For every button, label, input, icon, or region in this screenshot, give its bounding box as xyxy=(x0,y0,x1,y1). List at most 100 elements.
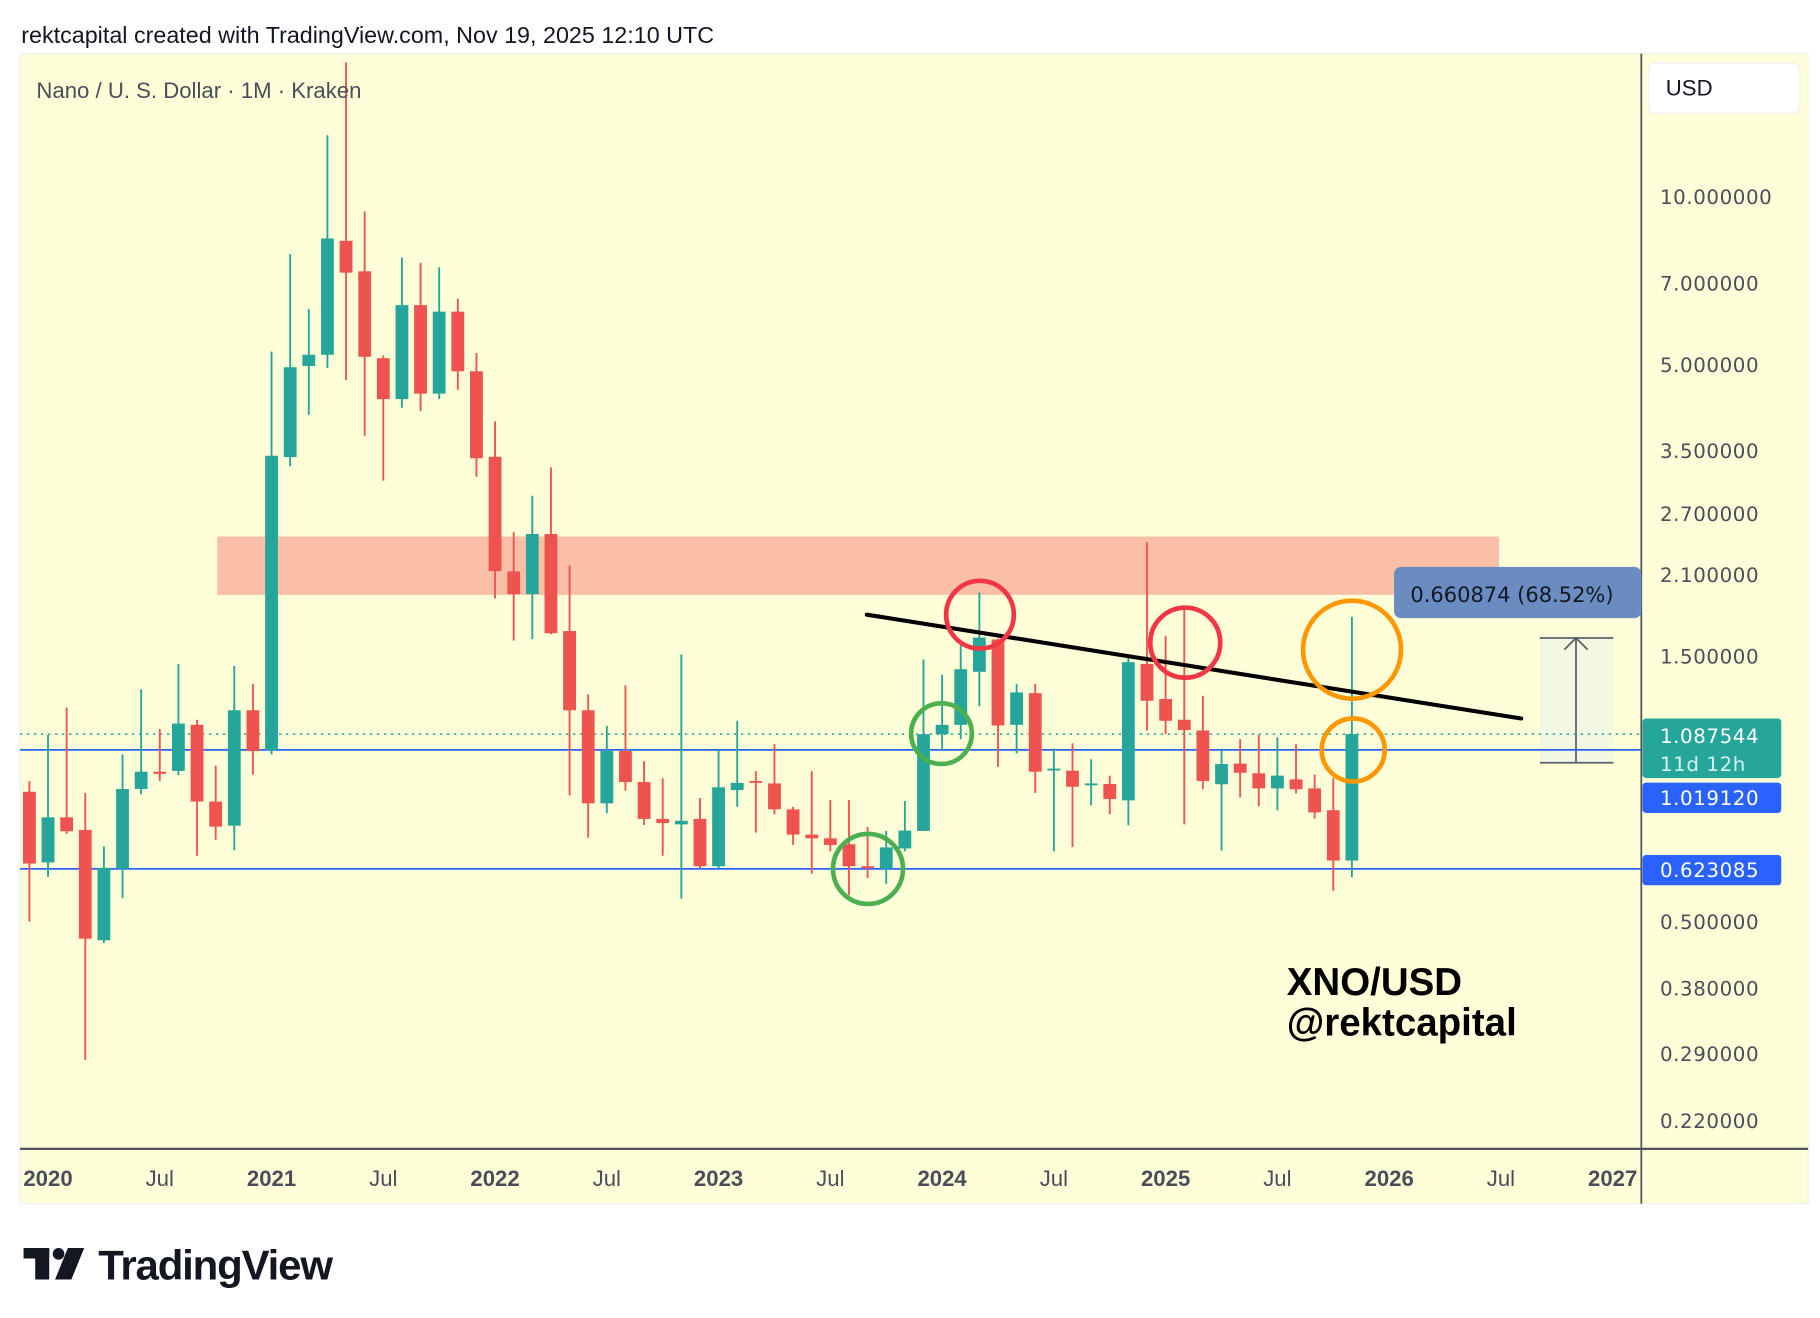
candle[interactable] xyxy=(302,309,316,415)
candle[interactable] xyxy=(432,267,446,400)
candle-body xyxy=(97,867,111,941)
candle[interactable] xyxy=(674,654,688,899)
candle[interactable] xyxy=(78,792,92,1060)
orange-circle-wick[interactable] xyxy=(1300,598,1404,701)
candle[interactable] xyxy=(60,707,74,834)
candle[interactable] xyxy=(209,765,223,840)
candle-body xyxy=(1177,719,1191,731)
candle[interactable] xyxy=(619,685,632,791)
candle-body xyxy=(991,639,1005,726)
tradingview-logo[interactable]: TradingView xyxy=(23,1242,335,1289)
candle-body xyxy=(376,358,390,400)
candle-body xyxy=(283,367,297,458)
orange-circle-close[interactable] xyxy=(1319,716,1388,784)
candle[interactable] xyxy=(1084,759,1098,806)
candle[interactable] xyxy=(563,565,576,796)
candle-body xyxy=(302,354,316,366)
candle[interactable] xyxy=(768,744,781,815)
candle[interactable] xyxy=(470,353,483,477)
candle[interactable] xyxy=(1047,748,1061,852)
candle[interactable] xyxy=(712,749,726,869)
candle[interactable] xyxy=(1308,774,1322,819)
candle[interactable] xyxy=(786,806,800,845)
candle[interactable] xyxy=(1233,739,1247,798)
candle[interactable] xyxy=(1103,775,1117,815)
candle[interactable] xyxy=(693,798,707,869)
candle[interactable] xyxy=(488,421,502,599)
candle-body xyxy=(898,830,912,849)
candle[interactable] xyxy=(991,638,1005,767)
candle[interactable] xyxy=(171,663,185,776)
candle[interactable] xyxy=(339,62,353,380)
candle-body xyxy=(581,710,595,804)
candle[interactable] xyxy=(1066,743,1079,848)
candle-body xyxy=(358,271,372,357)
candle[interactable] xyxy=(1326,778,1340,891)
candle[interactable] xyxy=(1252,734,1266,807)
candle[interactable] xyxy=(898,800,912,852)
candle[interactable] xyxy=(581,694,595,838)
candle[interactable] xyxy=(842,800,856,896)
candle[interactable] xyxy=(805,771,819,874)
candle[interactable] xyxy=(1215,748,1228,851)
candle[interactable] xyxy=(1028,683,1042,793)
candle[interactable] xyxy=(1010,683,1024,754)
candle[interactable] xyxy=(1270,737,1284,811)
red-circle-rejection-2[interactable] xyxy=(1147,605,1223,680)
candle[interactable] xyxy=(823,800,837,852)
candle[interactable] xyxy=(656,778,670,856)
candle[interactable] xyxy=(600,725,614,814)
candle[interactable] xyxy=(1196,695,1210,790)
candle-body xyxy=(488,456,502,572)
candle[interactable] xyxy=(749,771,763,833)
candle[interactable] xyxy=(507,532,521,641)
currency-button-label[interactable]: USD xyxy=(1666,76,1713,101)
candle[interactable] xyxy=(190,719,204,856)
currency-button-bg[interactable] xyxy=(1647,62,1801,114)
candle[interactable] xyxy=(265,351,278,755)
price-tick-label: 2.100000 xyxy=(1660,564,1759,587)
candle[interactable] xyxy=(1159,635,1173,734)
chart-pane[interactable] xyxy=(19,53,1809,1205)
candle[interactable] xyxy=(1140,542,1154,731)
resistance-zone[interactable] xyxy=(217,536,1500,595)
candle[interactable] xyxy=(525,495,539,640)
candle[interactable] xyxy=(227,665,241,851)
candle[interactable] xyxy=(451,298,465,390)
price-range-measure[interactable] xyxy=(1539,636,1614,764)
candle[interactable] xyxy=(637,761,651,826)
candle-body xyxy=(1345,734,1359,861)
candle[interactable] xyxy=(1289,744,1303,794)
candle[interactable] xyxy=(41,734,55,877)
candle[interactable] xyxy=(22,780,36,922)
candle[interactable] xyxy=(116,754,129,899)
green-circle-support-2[interactable] xyxy=(830,831,906,907)
time-tick-label: Jul xyxy=(816,1166,844,1191)
descending-trendline[interactable] xyxy=(864,612,1524,721)
candle[interactable] xyxy=(376,355,390,481)
candle[interactable] xyxy=(1177,606,1191,825)
candle-body xyxy=(1289,779,1303,790)
candle[interactable] xyxy=(395,257,409,408)
candle[interactable] xyxy=(935,674,949,751)
candle[interactable] xyxy=(544,467,558,635)
candle-body xyxy=(1010,692,1024,725)
red-circle-rejection-1[interactable] xyxy=(943,578,1017,651)
candle[interactable] xyxy=(97,846,111,943)
candle[interactable] xyxy=(153,728,167,781)
candle[interactable] xyxy=(321,135,334,368)
candle[interactable] xyxy=(730,720,744,807)
candle[interactable] xyxy=(358,211,372,436)
price-tick-label: 3.500000 xyxy=(1660,440,1759,463)
candle[interactable] xyxy=(134,689,148,795)
candle[interactable] xyxy=(414,262,427,412)
candle[interactable] xyxy=(1121,654,1135,826)
green-circle-support-1[interactable] xyxy=(908,700,975,767)
candle-body xyxy=(1028,693,1042,772)
candle[interactable] xyxy=(246,683,260,775)
candle[interactable] xyxy=(1345,616,1359,878)
candle[interactable] xyxy=(283,254,297,467)
price-axis[interactable] xyxy=(1642,53,1809,1149)
candle-body xyxy=(339,240,353,273)
currency-button[interactable]: USD xyxy=(1647,62,1801,114)
